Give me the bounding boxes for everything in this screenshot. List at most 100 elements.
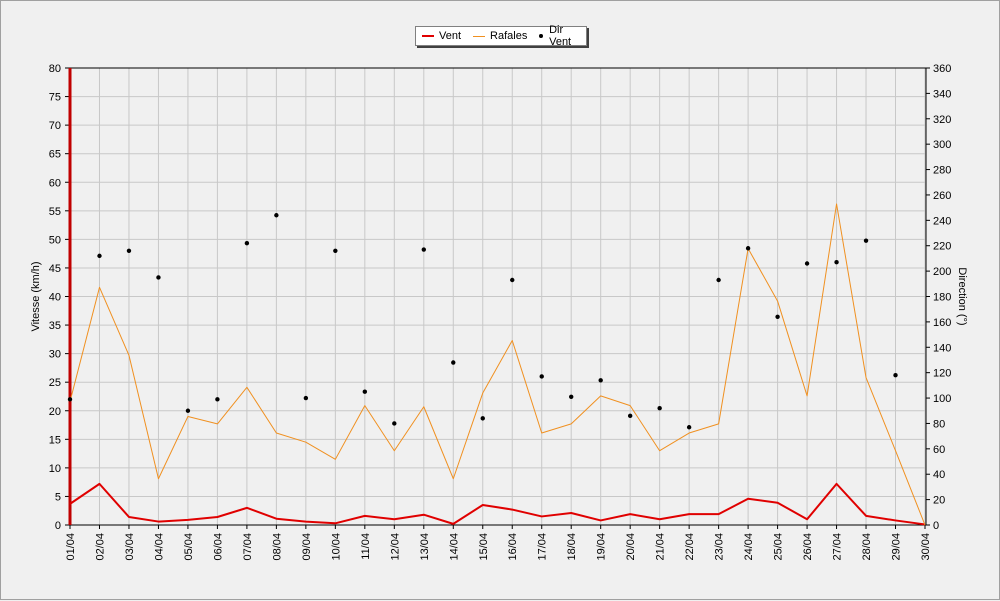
legend-item-dir-vent: Dir Vent bbox=[535, 24, 586, 48]
y2-tick-label: 60 bbox=[933, 444, 945, 456]
y2-tick-label: 120 bbox=[933, 368, 951, 380]
y-tick-label: 70 bbox=[49, 120, 61, 132]
x-tick-label: 08/04 bbox=[271, 533, 283, 561]
legend-label-vent: Vent bbox=[439, 30, 461, 42]
data-point-dir-vent bbox=[481, 416, 485, 420]
x-tick-label: 19/04 bbox=[596, 533, 608, 561]
y-tick-label: 10 bbox=[49, 463, 61, 475]
x-tick-label: 11/04 bbox=[360, 533, 372, 560]
x-tick-label: 02/04 bbox=[94, 533, 106, 561]
y2-tick-label: 320 bbox=[933, 114, 951, 126]
x-tick-label: 23/04 bbox=[714, 533, 726, 561]
y2-tick-label: 180 bbox=[933, 292, 951, 304]
y-tick-label: 5 bbox=[55, 491, 61, 503]
data-point-dir-vent bbox=[510, 278, 514, 282]
y-tick-label: 80 bbox=[49, 63, 61, 75]
y-tick-label: 15 bbox=[49, 434, 61, 446]
data-point-dir-vent bbox=[451, 360, 455, 364]
x-tick-label: 13/04 bbox=[419, 533, 431, 561]
y2-tick-label: 200 bbox=[933, 266, 951, 278]
y-tick-label: 25 bbox=[49, 377, 61, 389]
data-point-dir-vent bbox=[716, 278, 720, 282]
y2-tick-label: 0 bbox=[933, 520, 939, 532]
data-point-dir-vent bbox=[304, 396, 308, 400]
data-point-dir-vent bbox=[68, 397, 72, 401]
legend-swatch-vent bbox=[422, 35, 434, 37]
y-tick-label: 55 bbox=[49, 206, 61, 218]
data-point-dir-vent bbox=[598, 378, 602, 382]
y-tick-label: 40 bbox=[49, 292, 61, 304]
y-tick-label: 65 bbox=[49, 149, 61, 161]
y2-tick-label: 80 bbox=[933, 418, 945, 430]
data-point-dir-vent bbox=[657, 406, 661, 410]
legend-label-dir-vent: Dir Vent bbox=[549, 24, 586, 48]
x-tick-label: 04/04 bbox=[153, 533, 165, 561]
legend-item-vent: Vent bbox=[422, 30, 461, 42]
y-tick-label: 60 bbox=[49, 177, 61, 189]
y-tick-label: 20 bbox=[49, 406, 61, 418]
x-tick-label: 30/04 bbox=[920, 533, 932, 561]
data-point-dir-vent bbox=[274, 213, 278, 217]
data-point-dir-vent bbox=[687, 425, 691, 429]
data-point-dir-vent bbox=[628, 414, 632, 418]
y2-tick-label: 360 bbox=[933, 63, 951, 75]
legend-item-rafales: Rafales bbox=[473, 30, 527, 42]
data-point-dir-vent bbox=[215, 397, 219, 401]
y2-tick-label: 300 bbox=[933, 139, 951, 151]
data-point-dir-vent bbox=[834, 260, 838, 264]
y2-tick-label: 240 bbox=[933, 215, 951, 227]
x-tick-label: 21/04 bbox=[655, 533, 667, 561]
x-tick-label: 09/04 bbox=[301, 533, 313, 561]
y2-tick-label: 160 bbox=[933, 317, 951, 329]
legend-swatch-rafales bbox=[473, 36, 485, 37]
x-tick-label: 14/04 bbox=[448, 533, 460, 561]
x-tick-label: 24/04 bbox=[743, 533, 755, 561]
data-point-dir-vent bbox=[805, 261, 809, 265]
y2-axis-title: Direction (°) bbox=[956, 267, 968, 325]
data-point-dir-vent bbox=[97, 254, 101, 258]
x-tick-label: 15/04 bbox=[478, 533, 490, 561]
x-tick-label: 26/04 bbox=[802, 533, 814, 561]
data-point-dir-vent bbox=[245, 241, 249, 245]
data-point-dir-vent bbox=[333, 249, 337, 253]
x-tick-label: 06/04 bbox=[212, 533, 224, 561]
x-tick-label: 20/04 bbox=[625, 533, 637, 561]
legend: Vent Rafales Dir Vent bbox=[415, 26, 587, 46]
y2-tick-label: 140 bbox=[933, 342, 951, 354]
legend-label-rafales: Rafales bbox=[490, 30, 527, 42]
x-tick-label: 17/04 bbox=[537, 533, 549, 561]
x-tick-label: 29/04 bbox=[891, 533, 903, 561]
y-tick-label: 50 bbox=[49, 234, 61, 246]
x-tick-label: 03/04 bbox=[124, 533, 136, 561]
x-tick-label: 27/04 bbox=[832, 533, 844, 561]
x-tick-label: 12/04 bbox=[389, 533, 401, 561]
x-tick-label: 10/04 bbox=[330, 533, 342, 561]
y2-tick-label: 100 bbox=[933, 393, 951, 405]
data-point-dir-vent bbox=[893, 373, 897, 377]
y-tick-label: 35 bbox=[49, 320, 61, 332]
x-tick-label: 22/04 bbox=[684, 533, 696, 561]
legend-swatch-dir-vent bbox=[539, 34, 543, 38]
data-point-dir-vent bbox=[864, 238, 868, 242]
data-point-dir-vent bbox=[775, 315, 779, 319]
y2-tick-label: 340 bbox=[933, 88, 951, 100]
x-tick-label: 05/04 bbox=[183, 533, 195, 561]
x-tick-label: 28/04 bbox=[861, 533, 873, 561]
y-tick-label: 30 bbox=[49, 349, 61, 361]
data-point-dir-vent bbox=[746, 246, 750, 250]
x-tick-label: 01/04 bbox=[65, 533, 77, 561]
data-point-dir-vent bbox=[156, 275, 160, 279]
y2-tick-label: 280 bbox=[933, 165, 951, 177]
x-tick-label: 07/04 bbox=[242, 533, 254, 561]
x-tick-label: 25/04 bbox=[773, 533, 785, 561]
data-point-dir-vent bbox=[186, 409, 190, 413]
y2-tick-label: 40 bbox=[933, 469, 945, 481]
y2-tick-label: 20 bbox=[933, 495, 945, 507]
y-tick-label: 0 bbox=[55, 520, 61, 532]
data-point-dir-vent bbox=[363, 390, 367, 394]
data-point-dir-vent bbox=[569, 395, 573, 399]
y-tick-label: 45 bbox=[49, 263, 61, 275]
y-axis-title: Vitesse (km/h) bbox=[30, 261, 42, 331]
